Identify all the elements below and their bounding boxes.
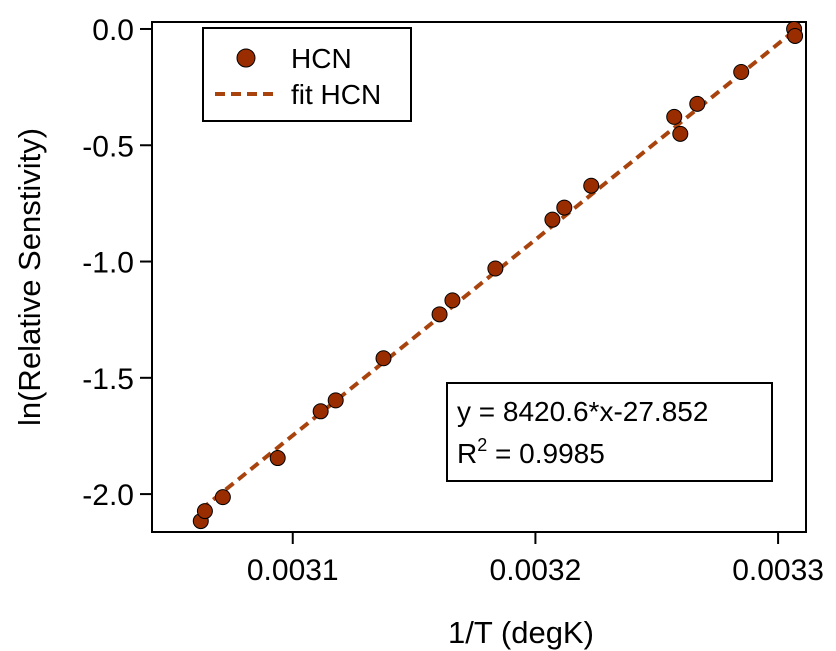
point bbox=[787, 27, 804, 44]
point bbox=[196, 503, 213, 520]
legend-marker bbox=[236, 48, 256, 68]
point bbox=[312, 403, 329, 420]
y-tick-label: 0.0 bbox=[92, 14, 134, 47]
r-squared: R2 = 0.9985 bbox=[457, 435, 605, 469]
point bbox=[327, 392, 344, 409]
legend-label: HCN bbox=[291, 43, 352, 74]
point bbox=[375, 350, 392, 367]
point bbox=[689, 95, 706, 112]
point bbox=[583, 177, 600, 194]
point bbox=[487, 260, 504, 277]
r2-power: 2 bbox=[477, 435, 487, 455]
y-tick-label: -1.5 bbox=[82, 363, 134, 396]
r2-value: = 0.9985 bbox=[487, 438, 605, 469]
point bbox=[666, 108, 683, 125]
r2-symbol: R bbox=[457, 438, 477, 469]
x-tick-label: 0.0032 bbox=[490, 554, 582, 587]
point bbox=[733, 64, 750, 80]
legend-label: fit HCN bbox=[291, 79, 381, 110]
y-axis-label: ln(Relative Senstivity) bbox=[12, 128, 47, 426]
point bbox=[269, 450, 286, 467]
y-tick-label: -1.0 bbox=[82, 247, 134, 280]
point bbox=[544, 211, 561, 228]
point bbox=[556, 199, 573, 216]
point bbox=[444, 292, 461, 309]
point bbox=[214, 489, 231, 506]
x-tick-label: 0.0033 bbox=[732, 554, 824, 587]
point bbox=[672, 125, 689, 142]
y-tick-label: -2.0 bbox=[82, 479, 134, 512]
annotation-box bbox=[446, 382, 773, 482]
point bbox=[431, 306, 448, 323]
x-tick-label: 0.0031 bbox=[247, 554, 339, 587]
legend-box bbox=[202, 27, 412, 122]
equation: y = 8420.6*x-27.852 bbox=[457, 396, 708, 427]
plot-frame bbox=[151, 21, 807, 533]
y-tick-label: -0.5 bbox=[82, 130, 134, 163]
x-axis-label: 1/T (degK) bbox=[448, 615, 594, 650]
